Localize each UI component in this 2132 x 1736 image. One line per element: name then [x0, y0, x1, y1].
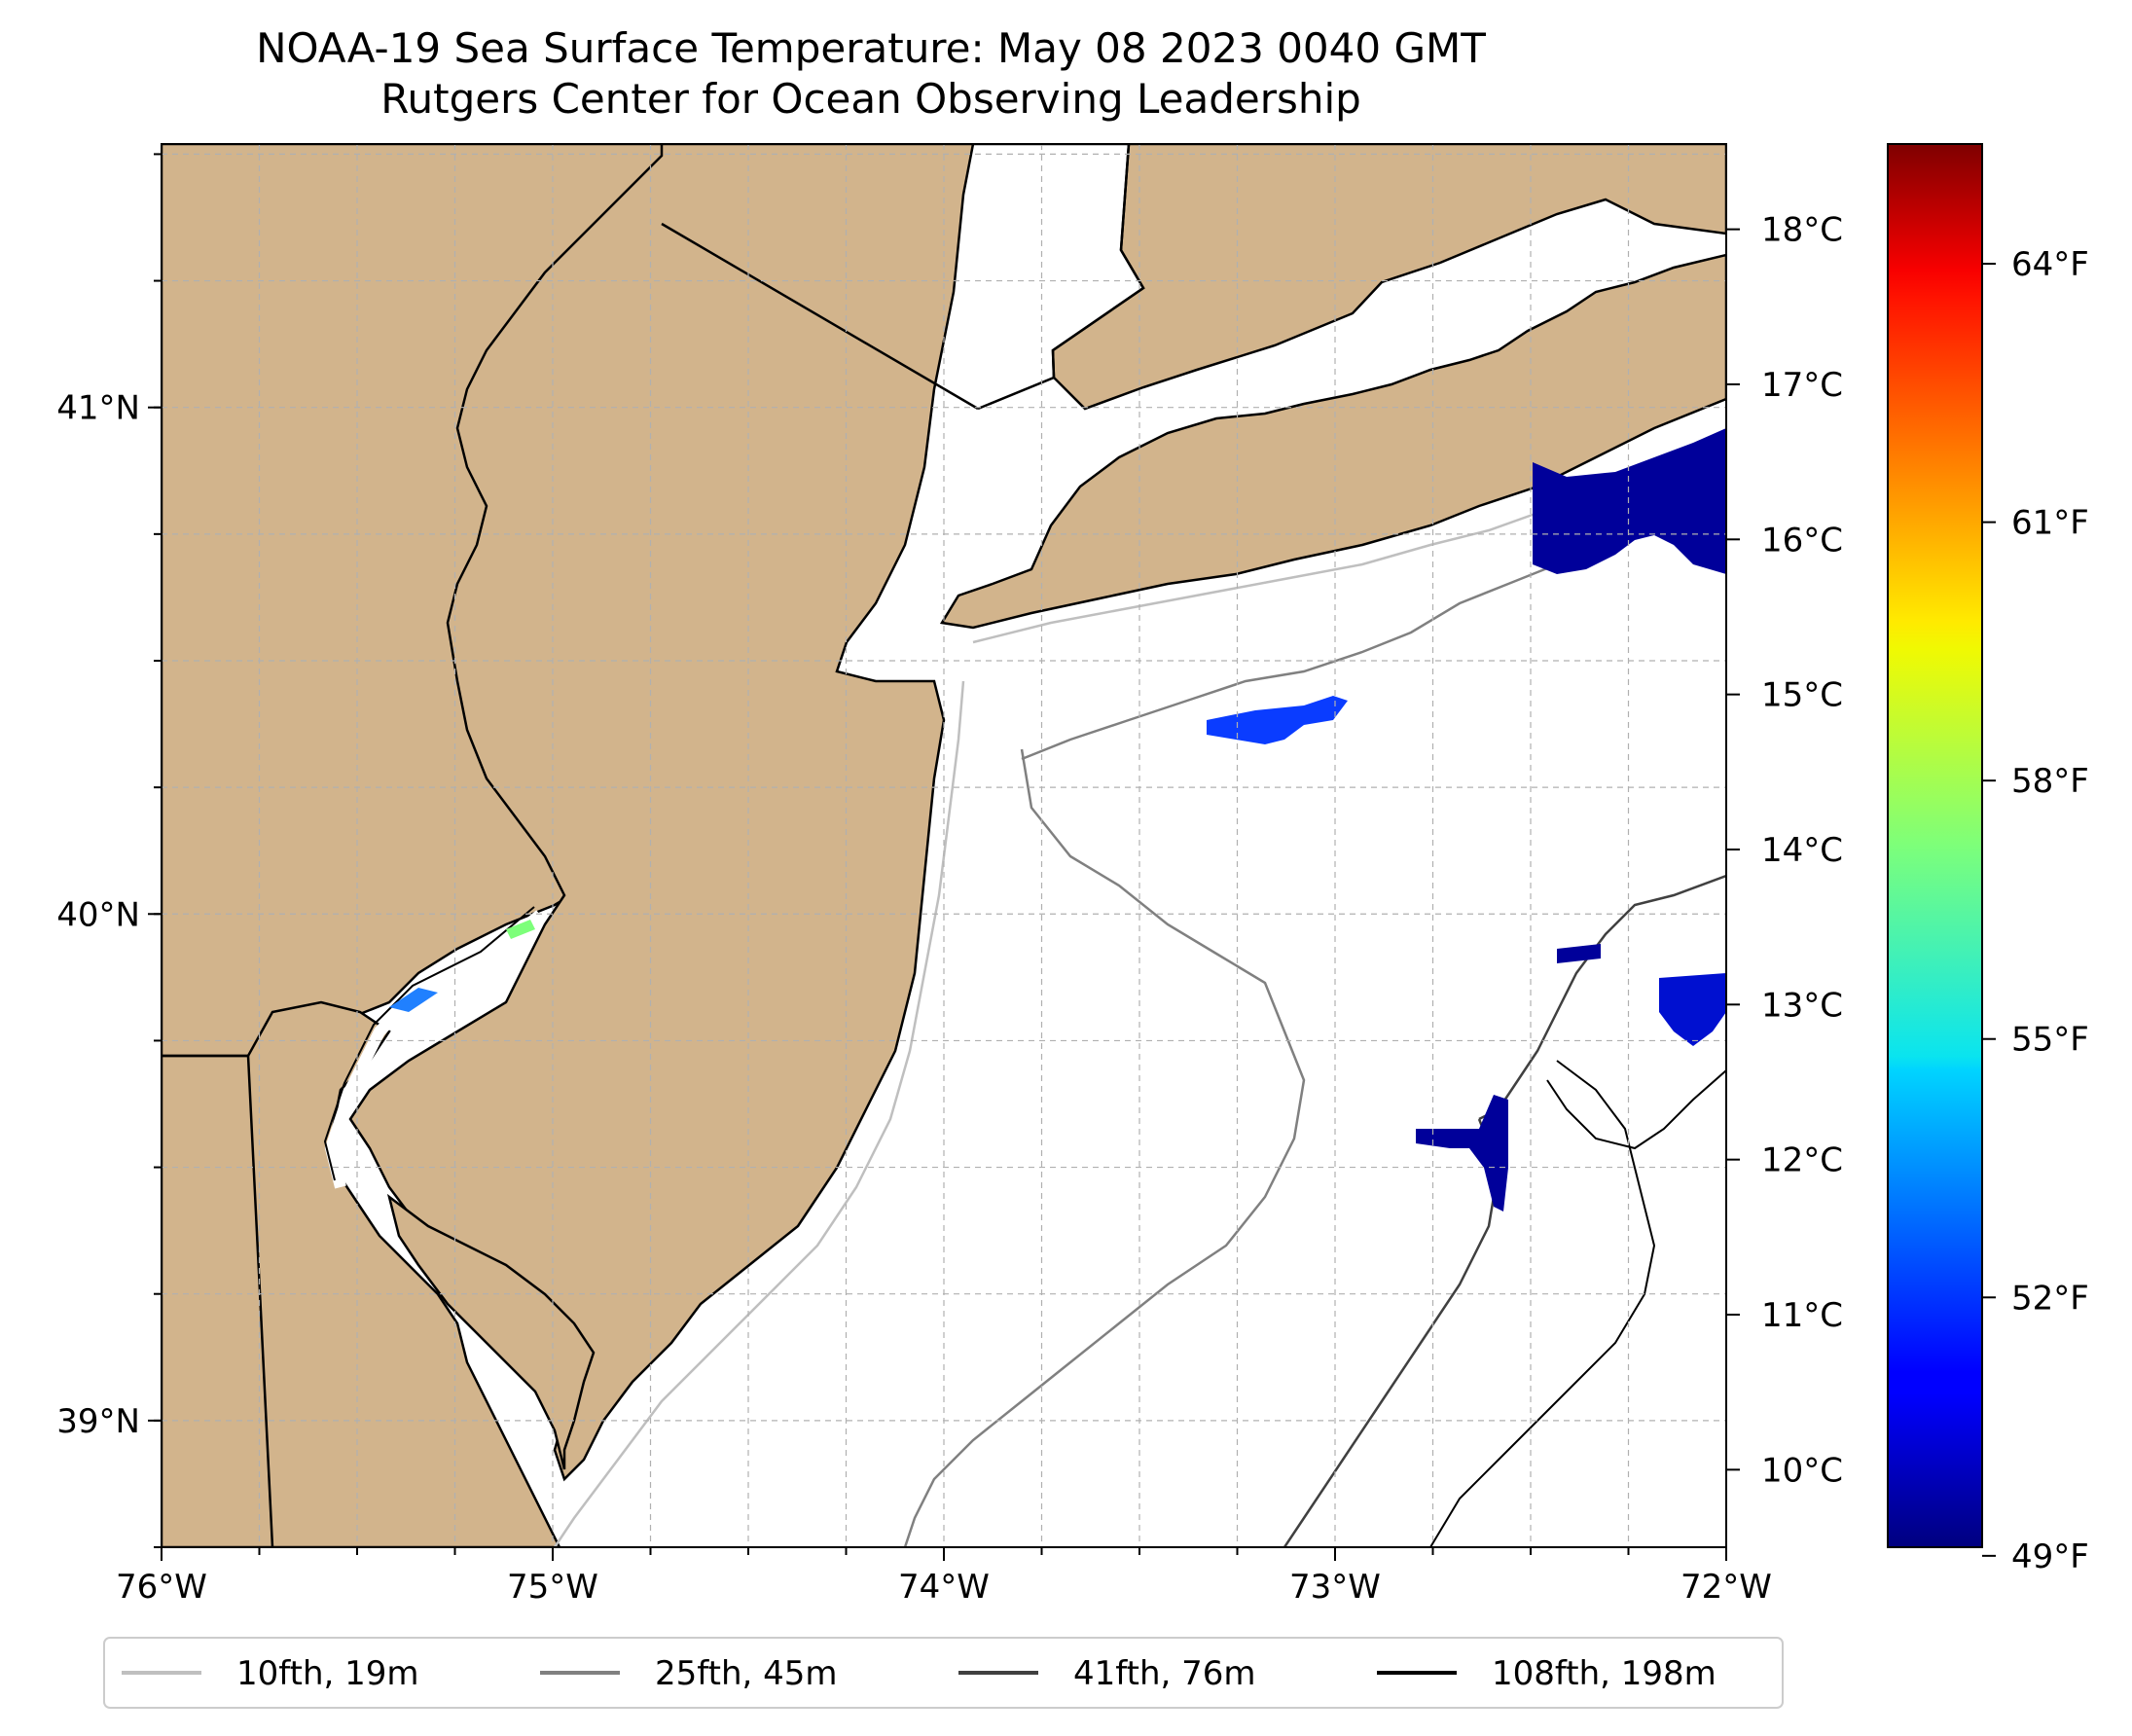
- lon-tick-label: 75°W: [507, 1568, 598, 1607]
- celsius-tick-label: 11°C: [1761, 1296, 1843, 1335]
- fahrenheit-tick-label: 52°F: [2011, 1279, 2089, 1318]
- lon-tick-label: 74°W: [898, 1568, 990, 1607]
- axis-ticks: 76°W 75°W 74°W 73°W 72°W 41°N 40°N 39°N: [56, 153, 1772, 1607]
- celsius-tick-label: 13°C: [1761, 986, 1843, 1025]
- legend-label: 10fth, 19m: [236, 1654, 419, 1693]
- celsius-tick-label: 12°C: [1761, 1141, 1843, 1180]
- sst-patch-offshore-4: [1416, 1095, 1508, 1212]
- state-boundary-pa-de: [162, 1054, 274, 1547]
- land-delaware: [162, 1000, 561, 1547]
- legend-frame: [103, 1637, 1784, 1709]
- colorbar-gradient: [1887, 143, 1983, 1548]
- sst-patch-river-2: [389, 988, 438, 1012]
- lon-tick-label: 72°W: [1680, 1568, 1772, 1607]
- contour-10fth: [553, 680, 965, 1547]
- colorbar-fahrenheit-ticks: 64°F 61°F 58°F 55°F 52°F 49°F: [1982, 245, 2089, 1576]
- map-panel: 76°W 75°W 74°W 73°W 72°W 41°N 40°N 39°N: [56, 143, 1772, 1607]
- state-boundary-ny-nj: [661, 222, 979, 411]
- land-cape-may: [386, 1193, 596, 1470]
- gridlines: [162, 144, 1726, 1547]
- lon-tick-label: 73°W: [1289, 1568, 1381, 1607]
- legend: 10fth, 19m 25fth, 45m 41fth, 76m 108fth, 19…: [103, 1637, 1784, 1709]
- celsius-tick-label: 10°C: [1761, 1451, 1843, 1490]
- lat-tick-label: 40°N: [56, 895, 140, 934]
- sst-patch-river: [506, 920, 535, 939]
- lon-tick-label: 76°W: [116, 1568, 207, 1607]
- legend-label: 108fth, 198m: [1492, 1654, 1716, 1693]
- celsius-tick-label: 14°C: [1761, 831, 1843, 870]
- legend-label: 41fth, 76m: [1073, 1654, 1256, 1693]
- sst-patch-offshore-3: [1659, 973, 1726, 1046]
- colorbar-celsius-ticks: 18°C 17°C 16°C 15°C 14°C 13°C 12°C 11°C 10°C: [1726, 211, 1843, 1490]
- title-line-2: Rutgers Center for Ocean Observing Leade…: [380, 75, 1361, 123]
- title-line-1: NOAA-19 Sea Surface Temperature: May 08 …: [256, 24, 1486, 72]
- contour-108fth-east: [1546, 1069, 1726, 1150]
- contour-41fth-east: [1478, 874, 1726, 1121]
- colorbar: 18°C 17°C 16°C 15°C 14°C 13°C 12°C 11°C 10°C 64°…: [1726, 143, 2089, 1576]
- lat-tick-label: 41°N: [56, 389, 140, 428]
- legend-label: 25fth, 45m: [655, 1654, 838, 1693]
- lat-tick-label: 39°N: [56, 1402, 140, 1441]
- fahrenheit-tick-label: 55°F: [2011, 1021, 2089, 1060]
- fahrenheit-tick-label: 58°F: [2011, 762, 2089, 801]
- delaware-river-edge: [323, 906, 535, 1181]
- fahrenheit-tick-label: 49°F: [2011, 1537, 2089, 1576]
- sst-data: [389, 428, 1726, 1212]
- fahrenheit-tick-label: 61°F: [2011, 504, 2089, 543]
- celsius-tick-label: 17°C: [1761, 366, 1843, 405]
- sst-patch-offshore-2: [1557, 944, 1601, 963]
- sst-patch-offshore-1: [1207, 696, 1348, 744]
- celsius-tick-label: 18°C: [1761, 211, 1843, 250]
- delaware-river: [324, 910, 544, 1189]
- fahrenheit-tick-label: 64°F: [2011, 245, 2089, 284]
- chart-title: NOAA-19 Sea Surface Temperature: May 08 …: [0, 23, 1742, 125]
- celsius-tick-label: 16°C: [1761, 521, 1843, 560]
- celsius-tick-label: 15°C: [1761, 676, 1843, 715]
- sst-patch-long-island: [1533, 428, 1726, 574]
